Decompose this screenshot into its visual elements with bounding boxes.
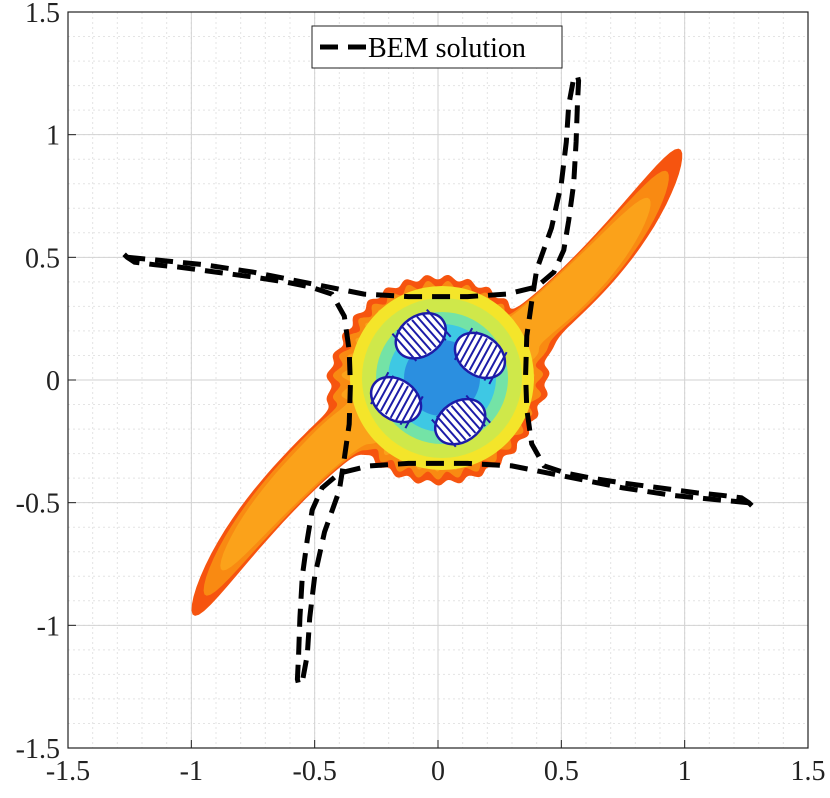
hole-hatch-line [406,322,432,352]
hole-hatch-line [450,405,477,434]
y-tick-label: 0.5 [25,243,60,274]
hole-hatch-line [391,333,418,362]
hole-hatch-line [389,385,409,419]
hole-hatch-line [384,382,404,415]
hatched-hole [453,327,508,385]
hole-hatch-line [455,401,482,431]
hole-hatch-line [468,337,488,371]
hole-hatch-line [445,408,472,438]
hole-hatch-line [370,371,390,405]
hole-hatch-line [453,327,474,361]
x-tick-label: -0.5 [293,756,337,787]
hole-hatch-line [426,308,452,338]
hole-hatch-line [416,315,442,345]
hole-hatch-line [399,392,419,426]
bem-solution-line-lower [118,248,750,689]
y-tick-label: 0 [46,366,60,397]
hole-hatch-line [394,388,414,422]
hatched-hole [431,394,491,448]
contour-field [191,148,683,616]
y-tick-label: 1.5 [25,0,60,29]
x-tick-label: 0 [431,756,445,787]
y-tick-label: 1 [46,121,60,152]
hole-hatch-line [396,329,422,359]
hole-hatch-line [375,375,395,408]
x-tick-label: -1.5 [46,756,90,787]
x-tick-label: 1.5 [791,756,826,787]
legend: BEM solution [311,25,563,69]
hole-hatch-line [379,378,400,412]
hole-hatch-line [460,398,487,427]
hole-hatch-line [401,326,427,355]
x-tick-label: 1 [678,756,692,787]
hole-hatch-line [404,395,424,429]
hole-hatch-line [431,418,457,448]
bem-solution-line [126,71,758,512]
legend-label: BEM solution [368,33,526,64]
hatched-hole [391,308,452,362]
hole-hatch-line [411,319,437,348]
hole-hatch-line [473,341,493,375]
hole-hatch-line [488,351,508,385]
hole-hatch-line [465,394,491,424]
hole-hatch-line [463,334,483,368]
x-tick-label: 0.5 [544,756,579,787]
hole-hatch-line [458,331,479,364]
x-tick-label: -1 [180,756,203,787]
hole-hatch-line [421,312,447,341]
hole-hatch-line [478,344,498,378]
y-tick-label: -1.5 [16,734,60,765]
hatched-hole [369,371,424,429]
hole-hatch-line [436,415,462,444]
hole-hatch-line [483,348,503,382]
y-tick-label: -0.5 [16,489,60,520]
hole-hatch-line [440,412,467,441]
y-tick-label: -1 [37,611,60,642]
